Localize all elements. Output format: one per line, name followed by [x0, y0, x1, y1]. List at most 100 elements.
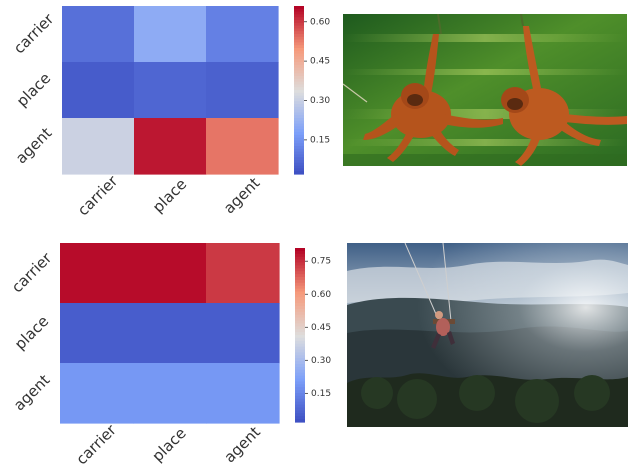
colorbar-1-segment — [294, 42, 304, 46]
colorbar-2-segment — [295, 407, 305, 411]
colorbar-1-segment — [294, 137, 304, 141]
colorbar-1-segment — [294, 45, 304, 49]
heatmap-1-cell-carrier-agent — [206, 6, 279, 63]
heatmap-2-cell-agent-place — [133, 363, 207, 424]
colorbar-2-segment — [295, 303, 305, 307]
colorbar-1-segment — [294, 53, 304, 57]
heatmap-2-cell-agent-carrier — [60, 363, 134, 424]
colorbar-1-segment — [294, 62, 304, 66]
colorbar-1-segment — [294, 115, 304, 119]
colorbar-2-segment — [295, 262, 305, 266]
colorbar-1-segment — [294, 28, 304, 32]
heatmap-2-col-label: agent — [220, 423, 263, 466]
colorbar-2-segment — [295, 340, 305, 345]
colorbar-1-segment — [294, 112, 304, 116]
colorbar-2-segment — [295, 361, 305, 365]
heatmap-2-cell-place-place — [133, 303, 207, 364]
colorbar-1-segment — [294, 22, 304, 27]
colorbar-2-segment — [295, 381, 305, 385]
colorbar-1-segment — [294, 76, 304, 80]
colorbar-2-segment — [295, 277, 305, 281]
colorbar-1-segment — [294, 92, 304, 97]
colorbar-1-segment — [294, 126, 304, 130]
colorbar-2-segment — [295, 268, 305, 272]
colorbar-2-segment — [295, 253, 305, 258]
colorbar-1-segment — [294, 87, 304, 91]
heatmap-2-col-label: place — [149, 424, 190, 465]
colorbar-2-segment — [295, 413, 305, 417]
colorbar-1-segment — [294, 70, 304, 74]
heatmap-2-col-label: carrier — [72, 420, 120, 468]
colorbar-2-segment — [295, 332, 305, 336]
colorbar-2-segment — [295, 326, 305, 330]
colorbar-1-segment — [294, 101, 304, 105]
colorbar-1-segment — [294, 8, 304, 13]
colorbar-1-segment — [294, 6, 304, 10]
colorbar-1-segment — [294, 67, 304, 71]
colorbar-2-segment — [295, 248, 305, 252]
colorbar-2-segment — [295, 352, 305, 356]
colorbar-2-segment — [295, 366, 305, 371]
colorbar-1-segment — [294, 25, 304, 29]
person-on-swing-photo — [347, 243, 628, 427]
heatmap-2-cell-place-agent — [206, 303, 280, 364]
heatmap-2-cell-carrier-carrier — [60, 243, 134, 304]
colorbar-2-segment — [295, 358, 305, 362]
colorbar-1-segment — [294, 20, 304, 24]
colorbar-2-segment — [295, 317, 305, 322]
heatmap-1-row-label: carrier — [10, 9, 58, 57]
colorbar-2-segment — [295, 410, 305, 414]
colorbar-1-segment — [294, 154, 304, 158]
colorbar-1-segment — [294, 73, 304, 77]
colorbar-1-segment — [294, 146, 304, 150]
heatmap-1-cell-place-agent — [206, 62, 279, 119]
colorbar-2-segment — [295, 265, 305, 269]
heatmap-1-col-label: place — [149, 175, 190, 216]
colorbar-2-tick-label: 0.60 — [311, 290, 331, 300]
colorbar-2-segment — [295, 378, 305, 382]
colorbar-1-segment — [294, 157, 304, 161]
colorbar-1-segment — [294, 104, 304, 108]
colorbar-1-segment — [294, 56, 304, 60]
colorbar-1-segment — [294, 78, 304, 83]
orangutans-swinging-photo — [343, 14, 627, 166]
colorbar-1-segment — [294, 81, 304, 85]
heatmap-2-row-label: agent — [10, 371, 53, 414]
colorbar-1-segment — [294, 109, 304, 113]
heatmap-1-cell-carrier-carrier — [62, 6, 135, 63]
colorbar-2-segment — [295, 337, 305, 342]
colorbar-1-segment — [294, 59, 304, 63]
colorbar-2-segment — [295, 256, 305, 261]
colorbar-1-segment — [294, 64, 304, 69]
colorbar-1-segment — [294, 160, 304, 164]
colorbar-1-segment — [294, 140, 304, 144]
colorbar-2-segment — [295, 291, 305, 295]
heatmap-1-row-label: place — [13, 69, 54, 110]
heatmap-1-col-label: agent — [220, 174, 263, 217]
heatmap-2-row-label: carrier — [8, 248, 56, 296]
colorbar-2-segment — [295, 297, 305, 301]
colorbar-1-segment — [294, 39, 304, 43]
colorbar-2-tick-label: 0.45 — [311, 323, 331, 333]
colorbar-2-segment — [295, 323, 305, 327]
colorbar-2-segment — [295, 279, 305, 284]
colorbar-1-segment — [294, 118, 304, 122]
heatmap-1-row-label: agent — [12, 124, 55, 167]
colorbar-2-segment — [295, 314, 305, 319]
colorbar-2-segment — [295, 401, 305, 406]
colorbar-2-segment — [295, 419, 305, 423]
colorbar-1-segment — [294, 84, 304, 88]
colorbar-2-segment — [295, 259, 305, 264]
colorbar-2-segment — [295, 288, 305, 293]
colorbar-2-segment — [295, 416, 305, 420]
colorbar-1-segment — [294, 151, 304, 155]
colorbar-1-segment — [294, 168, 304, 172]
colorbar-2-segment — [295, 369, 305, 374]
colorbar-1-segment — [294, 129, 304, 133]
colorbar-1-segment — [294, 98, 304, 102]
colorbar-2-segment — [295, 300, 305, 304]
colorbar-2-segment — [295, 271, 305, 275]
colorbar-1-segment — [294, 120, 304, 125]
colorbar-2-segment — [295, 320, 305, 324]
colorbar-2-segment — [295, 285, 305, 290]
